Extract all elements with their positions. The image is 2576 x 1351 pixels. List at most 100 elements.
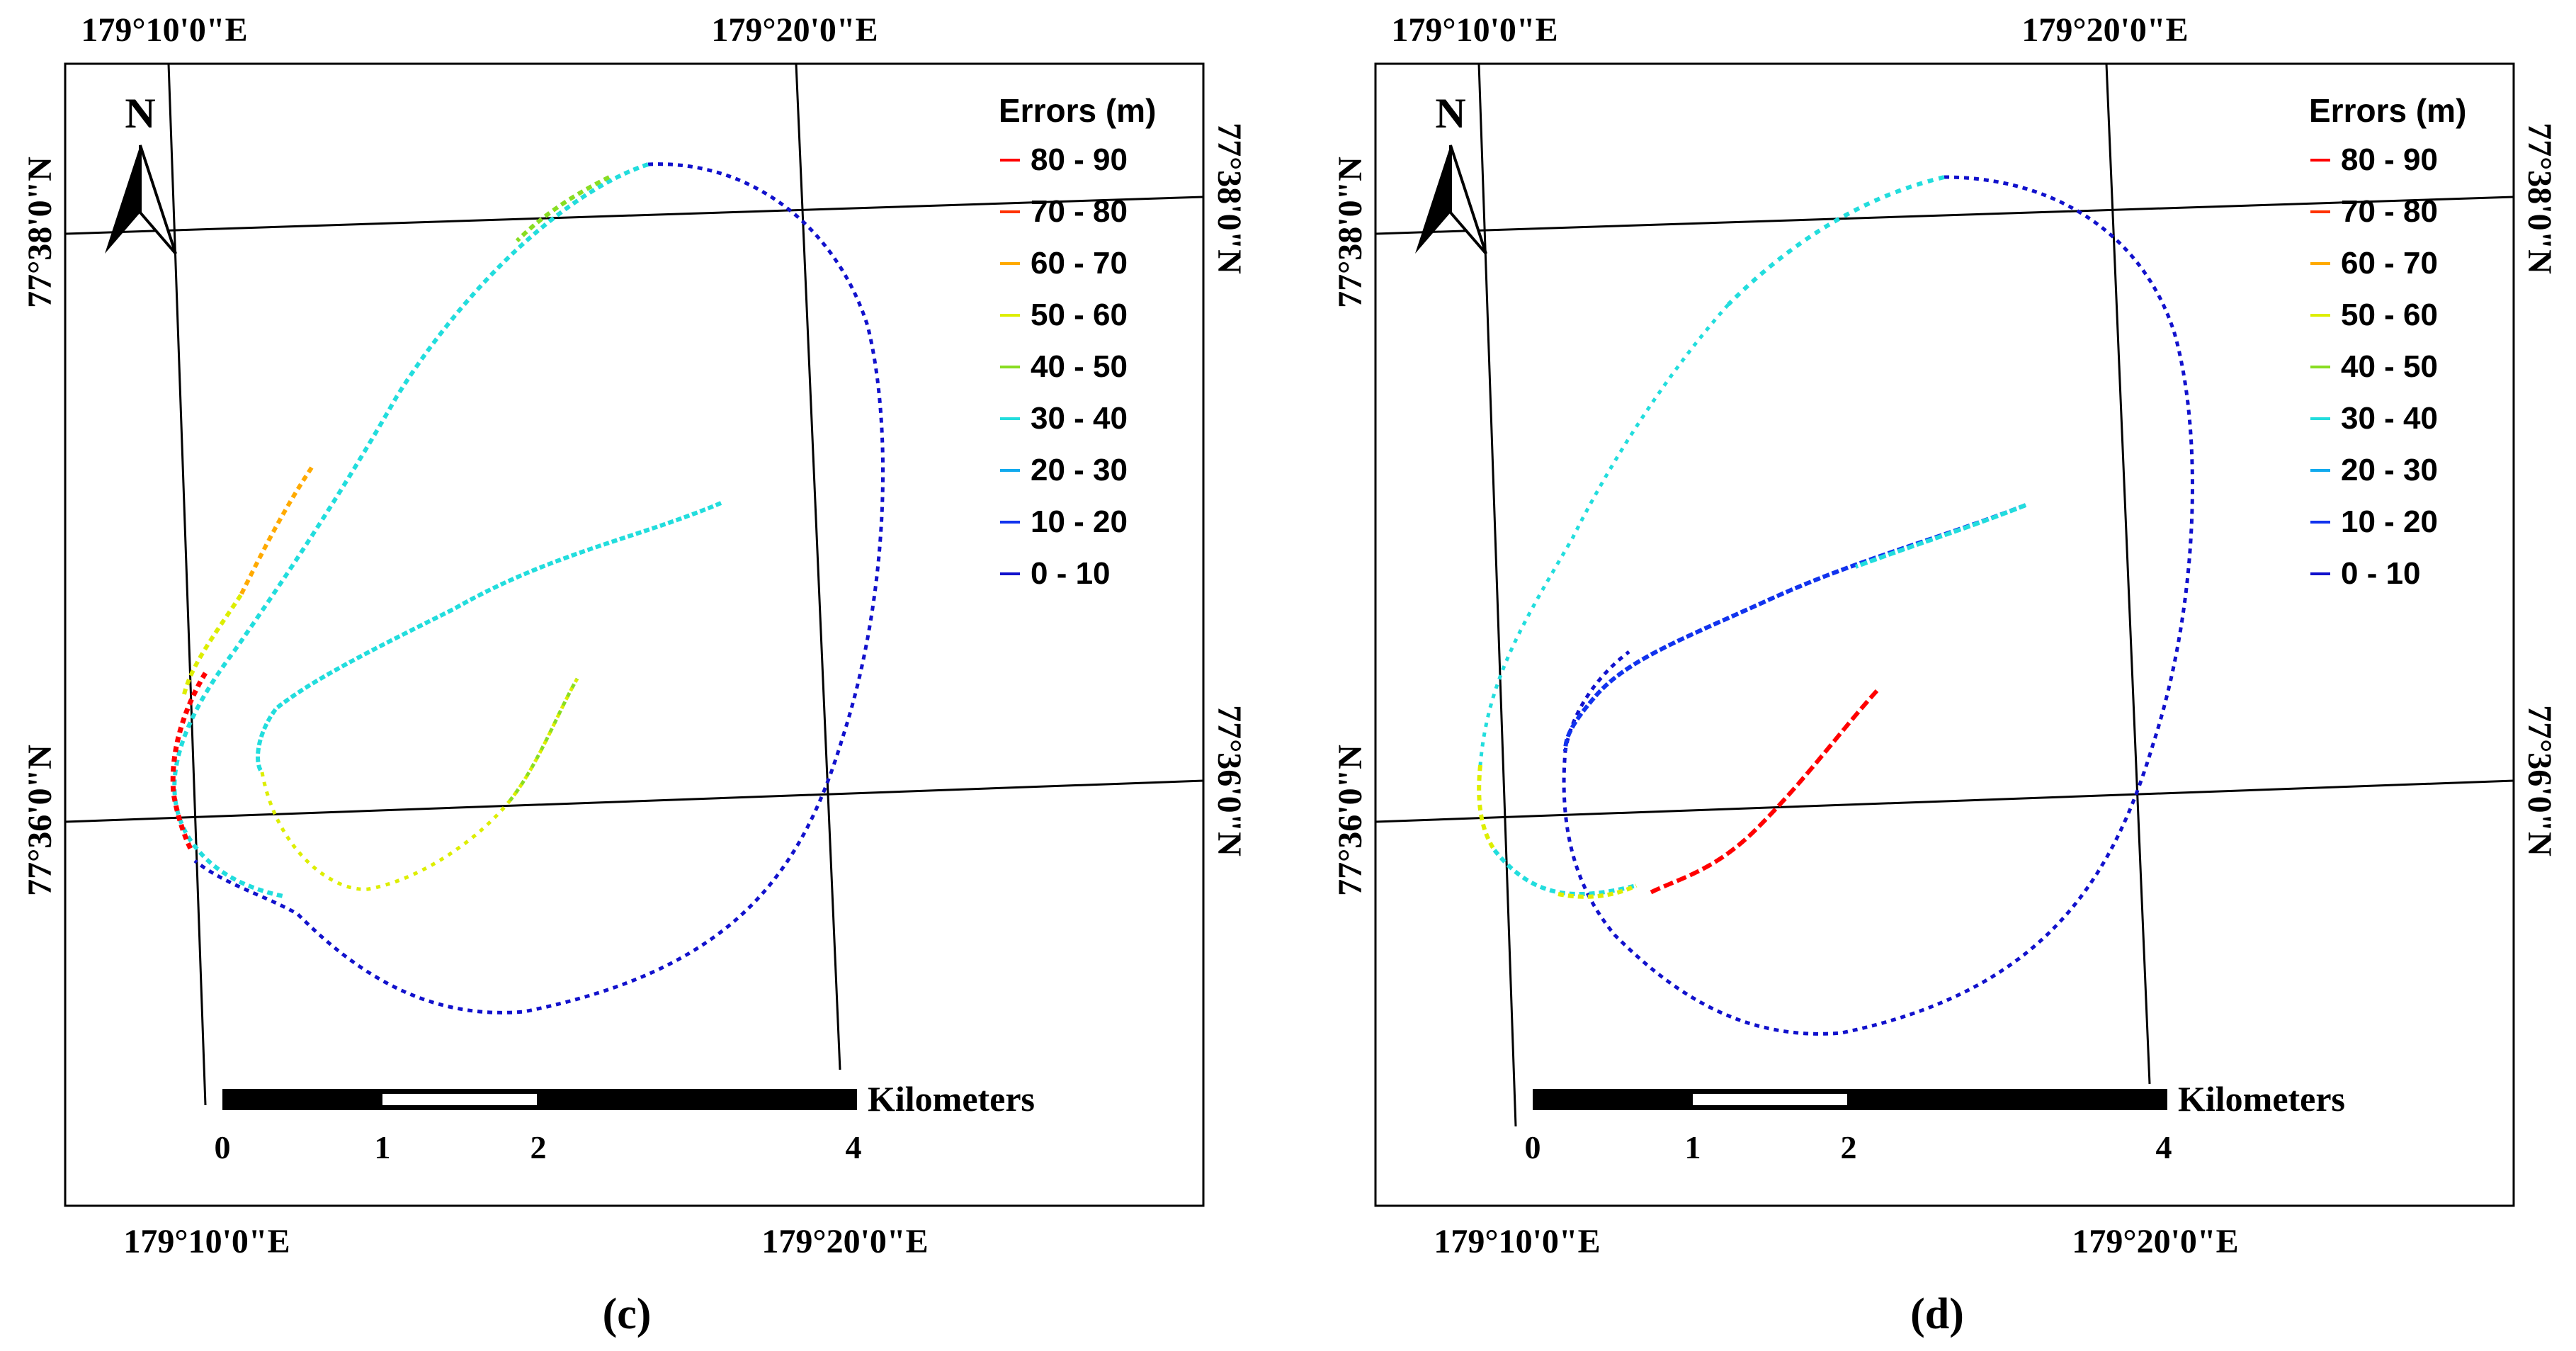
track-outer-west-segment (239, 466, 314, 597)
legend-label: 30 - 40 (1031, 401, 1128, 436)
legend-item: 10 - 20 (1000, 504, 1128, 539)
track-outer-west (1726, 175, 1945, 307)
track-outer-west-segment (1492, 849, 1637, 897)
legend-label: 80 - 90 (2341, 142, 2438, 177)
graticule-top-label: 179°20'0"E (711, 11, 878, 49)
scale-bar: Kilometers 0 1 2 4 (215, 1079, 1035, 1165)
track-outer-loop (1562, 175, 2194, 1036)
track-inner-spiral (256, 501, 722, 774)
legend-item: 40 - 50 (2310, 349, 2438, 384)
legend-label: 20 - 30 (2341, 453, 2438, 487)
legend-item: 20 - 30 (1000, 453, 1128, 487)
legend: Errors (m) 80 - 90 70 - 80 60 - 70 50 - … (2309, 92, 2466, 591)
legend-label: 50 - 60 (2341, 298, 2438, 332)
legend-item: 0 - 10 (2310, 556, 2421, 591)
track-inner-spiral-tail (1649, 689, 1879, 895)
graticule-top-label: 179°10'0"E (1391, 11, 1557, 49)
map-panel-c: 179°10'0"E 179°20'0"E 179°10'0"E 179°20'… (21, 11, 1248, 1338)
legend-label: 70 - 80 (1031, 194, 1128, 229)
track-outer-west (1478, 303, 1730, 766)
legend-label: 50 - 60 (1031, 298, 1128, 332)
scale-bar-unit: Kilometers (868, 1079, 1035, 1119)
legend-item: 80 - 90 (1000, 142, 1128, 177)
legend-label: 30 - 40 (2341, 401, 2438, 436)
graticule-bottom-label: 179°10'0"E (1434, 1223, 1600, 1260)
scale-bar-segment (1533, 1089, 2167, 1110)
north-label: N (1435, 90, 1465, 137)
legend-label: 10 - 20 (2341, 504, 2438, 539)
legend-title: Errors (m) (999, 92, 1156, 129)
north-arrow-icon (105, 145, 177, 255)
graticule-right-label: 77°38'0"N (1210, 123, 1248, 274)
parallel-line (64, 779, 1204, 823)
track-inner-spiral-tail (260, 677, 579, 891)
scale-bar-tick: 0 (215, 1129, 231, 1165)
legend-item: 50 - 60 (2310, 298, 2438, 332)
scale-bar-tick: 1 (375, 1129, 391, 1165)
legend-item: 60 - 70 (2310, 246, 2438, 281)
scale-bar-segment (222, 1089, 857, 1110)
meridian-line (167, 63, 207, 1106)
graticule-right-label: 77°38'0"N (2521, 123, 2558, 274)
panel-caption: (c) (603, 1290, 652, 1338)
graticule-top-label: 179°10'0"E (81, 11, 247, 49)
scale-bar-segment (1693, 1094, 1847, 1105)
scale-bar-tick: 4 (846, 1129, 862, 1165)
legend-label: 20 - 30 (1031, 453, 1128, 487)
track-outer-loop (193, 162, 885, 1014)
legend-item: 80 - 90 (2310, 142, 2438, 177)
scale-bar-tick: 2 (1841, 1129, 1857, 1165)
scale-bar-segment (382, 1094, 537, 1105)
legend-title: Errors (m) (2309, 92, 2466, 129)
meridian-line (2105, 63, 2151, 1085)
track-outer-west-segment (1477, 764, 1497, 852)
north-arrow-icon (1415, 145, 1487, 255)
legend-label: 0 - 10 (1031, 556, 1111, 591)
scale-bar: Kilometers 0 1 2 4 (1525, 1079, 2346, 1165)
legend-item: 60 - 70 (1000, 246, 1128, 281)
legend-item: 10 - 20 (2310, 504, 2438, 539)
graticule-left-label: 77°36'0"N (21, 745, 59, 896)
legend-label: 40 - 50 (1031, 349, 1128, 384)
map-frame (1374, 62, 2515, 1207)
scale-bar-tick: 4 (2156, 1129, 2172, 1165)
legend-item: 70 - 80 (1000, 194, 1128, 229)
graticule-left-label: 77°38'0"N (1332, 157, 1369, 308)
graticule-bottom-label: 179°20'0"E (2072, 1223, 2238, 1260)
legend-label: 40 - 50 (2341, 349, 2438, 384)
parallel-line (1375, 779, 2514, 823)
legend-label: 80 - 90 (1031, 142, 1128, 177)
track-inner-spiral-tail (509, 677, 579, 802)
panel-caption: (d) (1910, 1290, 1964, 1338)
parallel-line (64, 196, 1204, 235)
legend-label: 60 - 70 (2341, 246, 2438, 281)
scale-bar-unit: Kilometers (2178, 1079, 2345, 1119)
track-outer-west-segment (182, 594, 243, 695)
legend: Errors (m) 80 - 90 70 - 80 60 - 70 50 - … (999, 92, 1156, 591)
legend-label: 70 - 80 (2341, 194, 2438, 229)
legend-label: 60 - 70 (1031, 246, 1128, 281)
legend-item: 40 - 50 (1000, 349, 1128, 384)
graticule-bottom-label: 179°20'0"E (761, 1223, 928, 1260)
track-outer-west (172, 162, 649, 898)
legend-label: 10 - 20 (1031, 504, 1128, 539)
scale-bar-tick: 1 (1685, 1129, 1701, 1165)
scale-bar-tick: 0 (1525, 1129, 1541, 1165)
track-outer-west-segment (1557, 883, 1638, 899)
graticule-left-label: 77°36'0"N (1332, 745, 1369, 896)
graticule-left-label: 77°38'0"N (21, 157, 59, 308)
graticule-right-label: 77°36'0"N (1210, 705, 1248, 857)
graticule-top-label: 179°20'0"E (2021, 11, 2188, 49)
meridian-line (795, 63, 841, 1070)
legend-item: 30 - 40 (2310, 401, 2438, 436)
legend-item: 50 - 60 (1000, 298, 1128, 332)
track-outer-west-segment (170, 672, 208, 852)
legend-item: 70 - 80 (2310, 194, 2438, 229)
legend-item: 30 - 40 (1000, 401, 1128, 436)
parallel-line (1375, 196, 2514, 235)
track-inner-spiral-segment (1854, 503, 2027, 569)
legend-item: 20 - 30 (2310, 453, 2438, 487)
track-inner-spiral (1563, 503, 2027, 752)
map-panel-d: 179°10'0"E 179°20'0"E 179°10'0"E 179°20'… (1332, 11, 2558, 1338)
